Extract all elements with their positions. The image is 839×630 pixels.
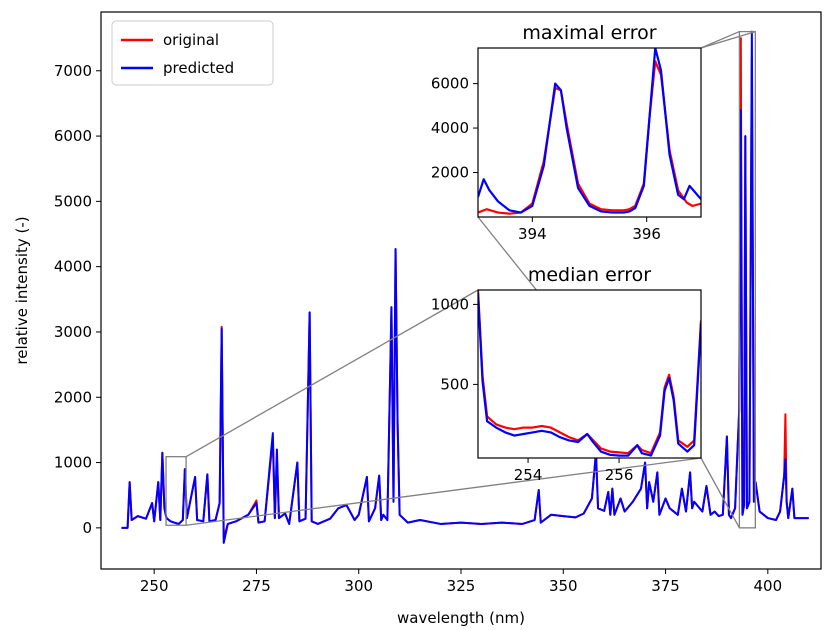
main-y-tick-label: 5000 <box>54 192 92 210</box>
connector-line <box>700 30 740 49</box>
connector-line <box>185 289 479 458</box>
inset-y-tick-label: 6000 <box>431 75 469 93</box>
main-x-tick-label: 300 <box>344 577 373 595</box>
main-y-tick-label: 4000 <box>54 258 92 276</box>
main-y-tick-label: 0 <box>82 519 92 537</box>
inset-series-line-predicted <box>478 48 701 214</box>
main-plot-background <box>101 12 821 569</box>
inset-series-line-predicted <box>478 293 701 457</box>
x-axis-label: wavelength (nm) <box>397 609 525 626</box>
main-y-tick-label: 2000 <box>54 388 92 406</box>
inset-y-tick-label: 500 <box>440 375 469 393</box>
main-x-tick-label: 275 <box>242 577 271 595</box>
zoom-connectors <box>165 30 756 529</box>
connector-line <box>477 216 539 293</box>
connector-line <box>700 30 756 49</box>
inset-x-tick-label: 254 <box>514 466 543 484</box>
legend-label-original: original <box>163 31 219 49</box>
zoom-region <box>738 30 756 529</box>
inset-median-error: 254 256 500 1000 median error <box>431 264 702 484</box>
legend: original predicted <box>111 20 274 86</box>
inset-x-tick-label: 256 <box>605 466 634 484</box>
main-x-tick-label: 325 <box>447 577 476 595</box>
main-y-tick-label: 7000 <box>54 62 92 80</box>
main-x-tick-label: 375 <box>651 577 680 595</box>
main-x-tick-label: 250 <box>140 577 169 595</box>
inset-x-tick-label: 394 <box>518 225 547 243</box>
y-axis-label: relative intensity (-) <box>13 216 31 364</box>
inset-title: median error <box>528 264 651 286</box>
main-x-tick-label: 350 <box>549 577 578 595</box>
inset-title: maximal error <box>522 22 656 44</box>
series-line-predicted <box>121 30 809 544</box>
legend-label-predicted: predicted <box>163 59 234 77</box>
zoom-region <box>165 456 187 526</box>
inset-y-tick-label: 4000 <box>431 119 469 137</box>
inset-maximal-error: 394 396 2000 4000 6000 maximal error <box>431 22 702 243</box>
inset-y-tick-label: 2000 <box>431 164 469 182</box>
inset-background <box>478 290 701 458</box>
inset-x-tick-label: 396 <box>632 225 661 243</box>
main-y-tick-label: 3000 <box>54 323 92 341</box>
connector-line <box>700 457 740 529</box>
inset-frame <box>477 289 702 459</box>
main-x-tick-label: 400 <box>753 577 782 595</box>
main-y-tick-label: 6000 <box>54 127 92 145</box>
inset-background <box>478 48 701 217</box>
main-y-tick-label: 1000 <box>54 454 92 472</box>
inset-y-tick-label: 1000 <box>431 295 469 313</box>
inset-frame <box>477 47 702 218</box>
connector-line <box>186 457 702 526</box>
